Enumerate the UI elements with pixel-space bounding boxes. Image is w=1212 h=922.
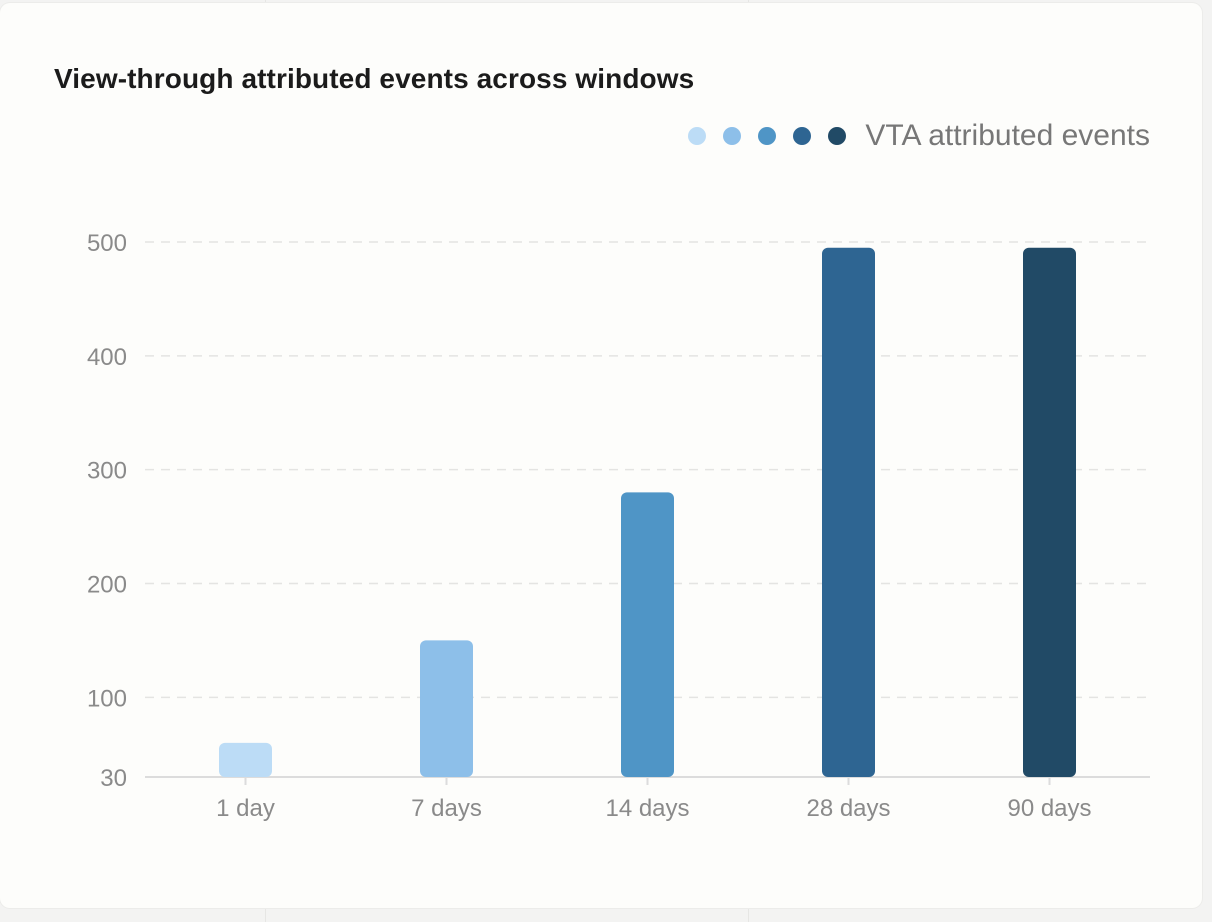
x-tick-label: 90 days xyxy=(1007,795,1091,822)
x-tick-label: 28 days xyxy=(806,795,890,822)
y-tick-label: 100 xyxy=(87,685,127,712)
chart-legend: VTA attributed events xyxy=(688,119,1150,153)
y-tick-label: 300 xyxy=(87,458,127,485)
legend-swatch-1 xyxy=(688,127,707,145)
legend-label: VTA attributed events xyxy=(865,119,1150,152)
bar xyxy=(420,640,473,777)
x-tick-label: 7 days xyxy=(411,795,482,822)
bar xyxy=(621,492,674,777)
chart-card: View-through attributed events across wi… xyxy=(0,3,1202,908)
bar xyxy=(1023,247,1076,778)
bar xyxy=(219,742,272,777)
x-tick-label: 1 day xyxy=(216,795,275,822)
y-tick-label: 30 xyxy=(100,765,127,792)
y-tick-label: 400 xyxy=(87,344,127,371)
legend-swatch-2 xyxy=(723,127,742,145)
y-tick-label: 200 xyxy=(87,571,127,598)
legend-swatch-4 xyxy=(793,127,812,145)
legend-swatch-5 xyxy=(828,127,847,145)
chart-title: View-through attributed events across wi… xyxy=(54,63,695,94)
legend-swatch-3 xyxy=(758,127,777,145)
x-tick-label: 14 days xyxy=(605,795,689,822)
bar xyxy=(822,247,875,778)
y-tick-label: 500 xyxy=(87,230,127,257)
